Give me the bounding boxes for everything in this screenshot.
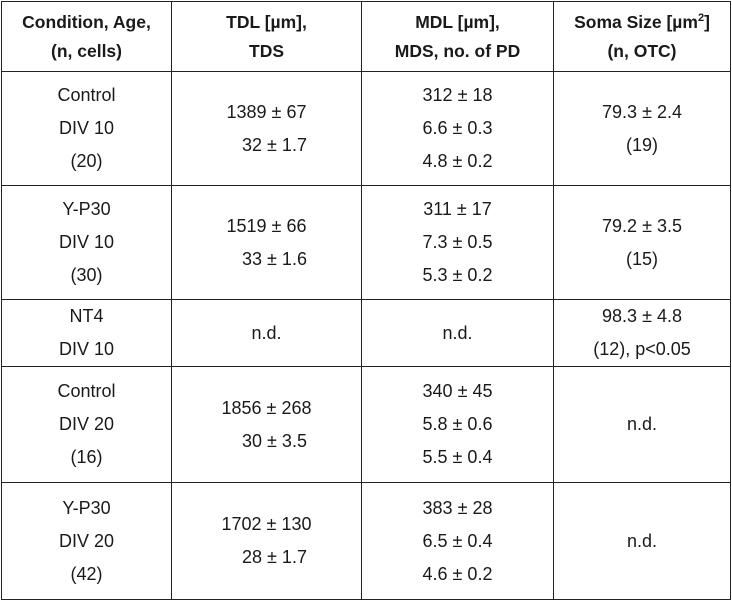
soma-value: 98.3 ± 4.8: [602, 306, 682, 326]
condition-line: DIV 10: [58, 339, 115, 359]
cell-mdl: 311 ± 17 7.3 ± 0.5 5.3 ± 0.2: [361, 185, 554, 300]
cell-tdl: 1519 ± 66 33 ± 1.6: [171, 185, 362, 300]
condition-line: Y-P30: [62, 497, 111, 518]
soma-value: n.d.: [626, 530, 658, 551]
soma-value: 79.2 ± 3.5: [602, 215, 682, 236]
table-row: Control DIV 20 (16) 1856 ± 268 30 ± 3.5 …: [1, 366, 731, 483]
cell-tdl: 1856 ± 268 30 ± 3.5: [171, 366, 362, 483]
mdl-value: 383 ± 28: [422, 497, 493, 518]
pd-value: 5.5 ± 0.4: [422, 447, 493, 467]
soma-value: n.d.: [626, 414, 658, 434]
cell-tdl: 1389 ± 67 32 ± 1.7: [171, 71, 362, 186]
cell-tdl: n.d.: [171, 299, 362, 367]
cell-condition: Y-P30 DIV 10 (30): [1, 185, 172, 300]
tdl-value: 1856 ± 268: [221, 397, 312, 418]
cell-condition: Y-P30 DIV 20 (42): [1, 482, 172, 600]
cell-soma: n.d.: [553, 482, 731, 600]
cell-soma: 79.2 ± 3.5 (15): [553, 185, 731, 300]
mdl-value: 340 ± 45: [422, 381, 493, 401]
table-row: Control DIV 10 (20) 1389 ± 67 32 ± 1.7 3…: [1, 71, 731, 186]
pd-value: 5.3 ± 0.2: [422, 265, 493, 285]
condition-line: (42): [70, 563, 103, 584]
tdl-value: n.d.: [251, 322, 282, 343]
header-condition-line1: Condition, Age,: [22, 11, 151, 32]
soma-n: (12), p<0.05: [593, 339, 691, 359]
soma-n: (15): [625, 248, 658, 269]
table-row: Y-P30 DIV 10 (30) 1519 ± 66 33 ± 1.6 311…: [1, 185, 731, 300]
mds-value: 6.6 ± 0.3: [422, 118, 493, 138]
mdl-value: 311 ± 17: [423, 199, 492, 219]
cell-soma: 98.3 ± 4.8 (12), p<0.05: [553, 299, 731, 367]
tds-value: 33 ± 1.6: [242, 248, 307, 269]
condition-line: NT4: [69, 306, 104, 326]
header-soma: Soma Size [µm2] (n, OTC): [553, 1, 731, 72]
cell-condition: Control DIV 20 (16): [1, 366, 172, 483]
condition-line: Control: [57, 381, 116, 401]
header-condition: Condition, Age, (n, cells): [1, 1, 172, 72]
condition-line: (20): [70, 151, 103, 171]
cell-mdl: n.d.: [361, 299, 554, 367]
header-soma-line1: Soma Size [µm2]: [554, 8, 730, 37]
header-mdl: MDL [µm], MDS, no. of PD: [361, 1, 554, 72]
pd-value: 4.8 ± 0.2: [422, 151, 493, 171]
header-soma-line2: (n, OTC): [607, 40, 677, 61]
cell-soma: 79.3 ± 2.4 (19): [553, 71, 731, 186]
condition-line: DIV 10: [58, 232, 115, 252]
cell-condition: Control DIV 10 (20): [1, 71, 172, 186]
soma-value: 79.3 ± 2.4: [602, 101, 682, 122]
cell-mdl: 340 ± 45 5.8 ± 0.6 5.5 ± 0.4: [361, 366, 554, 483]
cell-mdl: 312 ± 18 6.6 ± 0.3 4.8 ± 0.2: [361, 71, 554, 186]
mds-value: 6.5 ± 0.4: [422, 530, 493, 551]
mds-value: 7.3 ± 0.5: [422, 232, 493, 252]
table-row: NT4 DIV 10 n.d. n.d. 98.3 ± 4.8 (12), p<…: [1, 299, 731, 367]
condition-line: (30): [70, 265, 103, 285]
mds-value: 5.8 ± 0.6: [422, 414, 493, 434]
table-row: Y-P30 DIV 20 (42) 1702 ± 130 28 ± 1.7 38…: [1, 482, 731, 600]
header-soma-end: ]: [704, 11, 710, 32]
header-tdl-line2: TDS: [249, 40, 284, 61]
cell-soma: n.d.: [553, 366, 731, 483]
tds-value: 28 ± 1.7: [242, 547, 307, 567]
mdl-value: n.d.: [442, 322, 473, 343]
pd-value: 4.6 ± 0.2: [422, 563, 493, 584]
header-tdl-line1: TDL [µm],: [226, 11, 307, 32]
mdl-value: 312 ± 18: [422, 85, 493, 105]
cell-tdl: 1702 ± 130 28 ± 1.7: [171, 482, 362, 600]
tdl-value: 1702 ± 130: [221, 514, 312, 534]
condition-line: Control: [57, 85, 116, 105]
cell-mdl: 383 ± 28 6.5 ± 0.4 4.6 ± 0.2: [361, 482, 554, 600]
cell-condition: NT4 DIV 10: [1, 299, 172, 367]
condition-line: DIV 20: [58, 414, 115, 434]
condition-line: Y-P30: [62, 199, 111, 219]
tds-value: 30 ± 3.5: [242, 430, 307, 451]
header-condition-line2: (n, cells): [51, 40, 122, 61]
condition-line: (16): [70, 447, 103, 467]
header-row: Condition, Age, (n, cells) TDL [µm], TDS…: [1, 1, 731, 72]
header-tdl: TDL [µm], TDS: [171, 1, 362, 72]
condition-line: DIV 10: [58, 118, 115, 138]
tds-value: 32 ± 1.7: [242, 134, 307, 155]
condition-line: DIV 20: [58, 530, 115, 551]
header-mdl-line1: MDL [µm],: [415, 11, 500, 32]
header-mdl-line2: MDS, no. of PD: [394, 40, 521, 61]
header-soma-main: Soma Size [µm: [574, 11, 698, 32]
soma-n: (19): [625, 134, 658, 155]
tdl-value: 1519 ± 66: [226, 215, 307, 236]
tdl-value: 1389 ± 67: [226, 101, 307, 122]
header-soma-superscript: 2: [697, 11, 705, 24]
